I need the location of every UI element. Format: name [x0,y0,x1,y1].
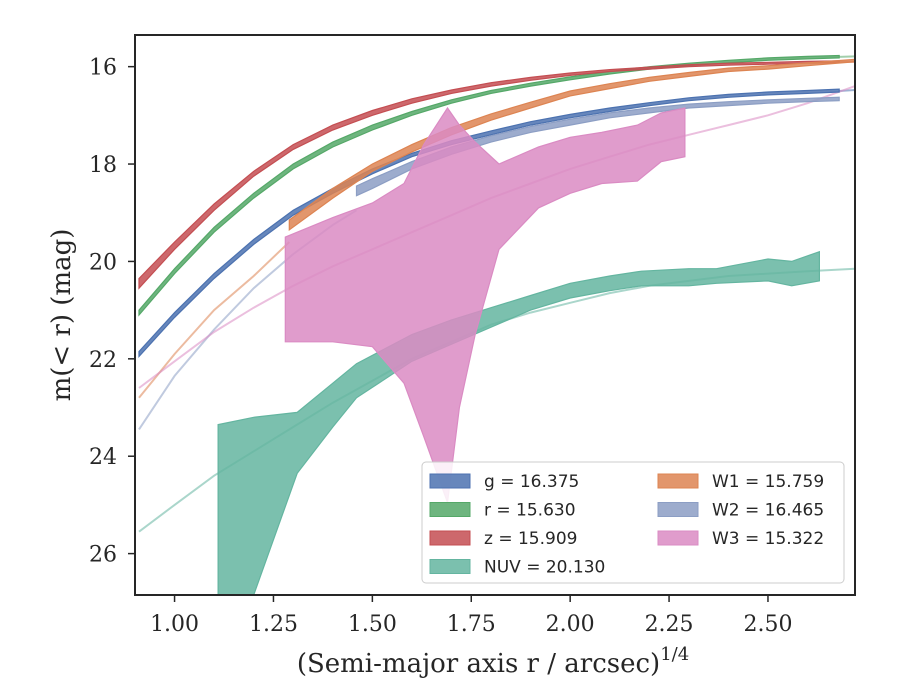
y-tick-label: 20 [89,250,117,275]
x-tick-label: 2.50 [743,612,792,637]
legend-label-g: g = 16.375 [484,472,579,492]
x-tick-label: 2.00 [546,612,595,637]
plot-frame [134,34,856,596]
y-axis-label: m(< r) (mag) [47,229,77,402]
legend-swatch-w2 [657,502,699,517]
model-line-w1 [138,241,290,399]
y-tick-label: 22 [89,348,117,373]
legend-swatch-w3 [657,530,699,546]
y-tick-label: 18 [89,153,117,178]
band-r [138,54,840,317]
legend-swatch-g [429,473,471,489]
x-axis-label-exponent: 1/4 [660,644,689,665]
plot-area [138,54,855,595]
legend-swatch-r [429,502,471,517]
model-line-r [839,55,855,58]
legend-label-w3: W3 = 15.322 [712,529,824,549]
x-tick-label: 1.50 [348,612,397,637]
legend-label-r: r = 15.630 [484,501,576,521]
x-axis-label-text: (Semi-major axis r / arcsec) [297,649,660,679]
y-tick-label: 26 [89,543,117,568]
band-w3 [284,106,686,503]
x-axis-label: (Semi-major axis r / arcsec)1/4 [297,644,689,679]
x-tick-label: 1.00 [150,612,199,637]
legend-frame [421,461,845,584]
legend-label-w2: W2 = 16.465 [712,501,824,521]
y-tick-label: 24 [89,445,117,470]
x-tick-label: 2.25 [645,612,694,637]
x-tick-label: 1.75 [447,612,496,637]
legend: g = 16.375 r = 15.630 z = 15.909 NUV = 20.1… [421,461,845,584]
legend-label-z: z = 15.909 [484,529,577,549]
legend-swatch-w1 [657,473,699,489]
legend-swatch-nuv [429,559,471,574]
y-axis: 16 18 20 22 24 26 [89,56,135,568]
x-axis: 1.00 1.25 1.50 1.75 2.00 2.25 2.50 [150,595,792,637]
legend-label-nuv: NUV = 20.130 [484,558,605,578]
y-tick-label: 16 [89,56,117,81]
x-tick-label: 1.25 [249,612,298,637]
legend-swatch-z [429,530,471,546]
legend-label-w1: W1 = 15.759 [712,472,824,492]
